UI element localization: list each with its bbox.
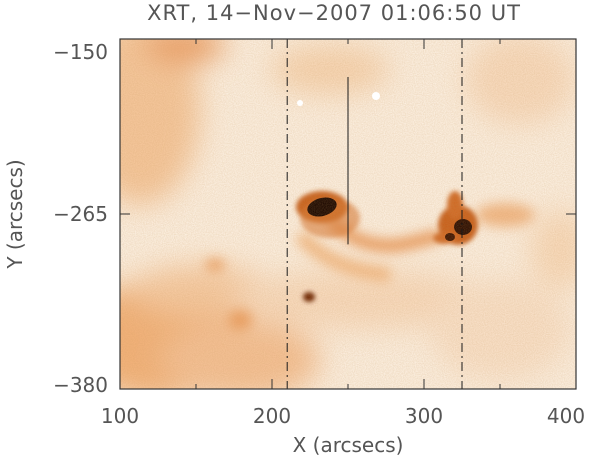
- axis-ticks: [119, 38, 577, 390]
- y-tick-label-380: −380: [53, 373, 108, 397]
- figure-title: XRT, 14−Nov−2007 01:06:50 UT: [147, 1, 521, 25]
- x-tick-label-400: 400: [547, 404, 585, 428]
- y-tick-label-150: −150: [53, 40, 108, 64]
- overlay-lines: [286, 39, 463, 389]
- x-tick-label-300: 300: [405, 404, 443, 428]
- x-tick-label-200: 200: [253, 404, 291, 428]
- x-tick-label-100: 100: [101, 404, 139, 428]
- y-axis-label: Y (arcsecs): [3, 159, 27, 269]
- solar-xray-image: [120, 39, 576, 389]
- y-tick-label-265: −265: [53, 202, 108, 226]
- x-axis-label: X (arcsecs): [293, 433, 404, 457]
